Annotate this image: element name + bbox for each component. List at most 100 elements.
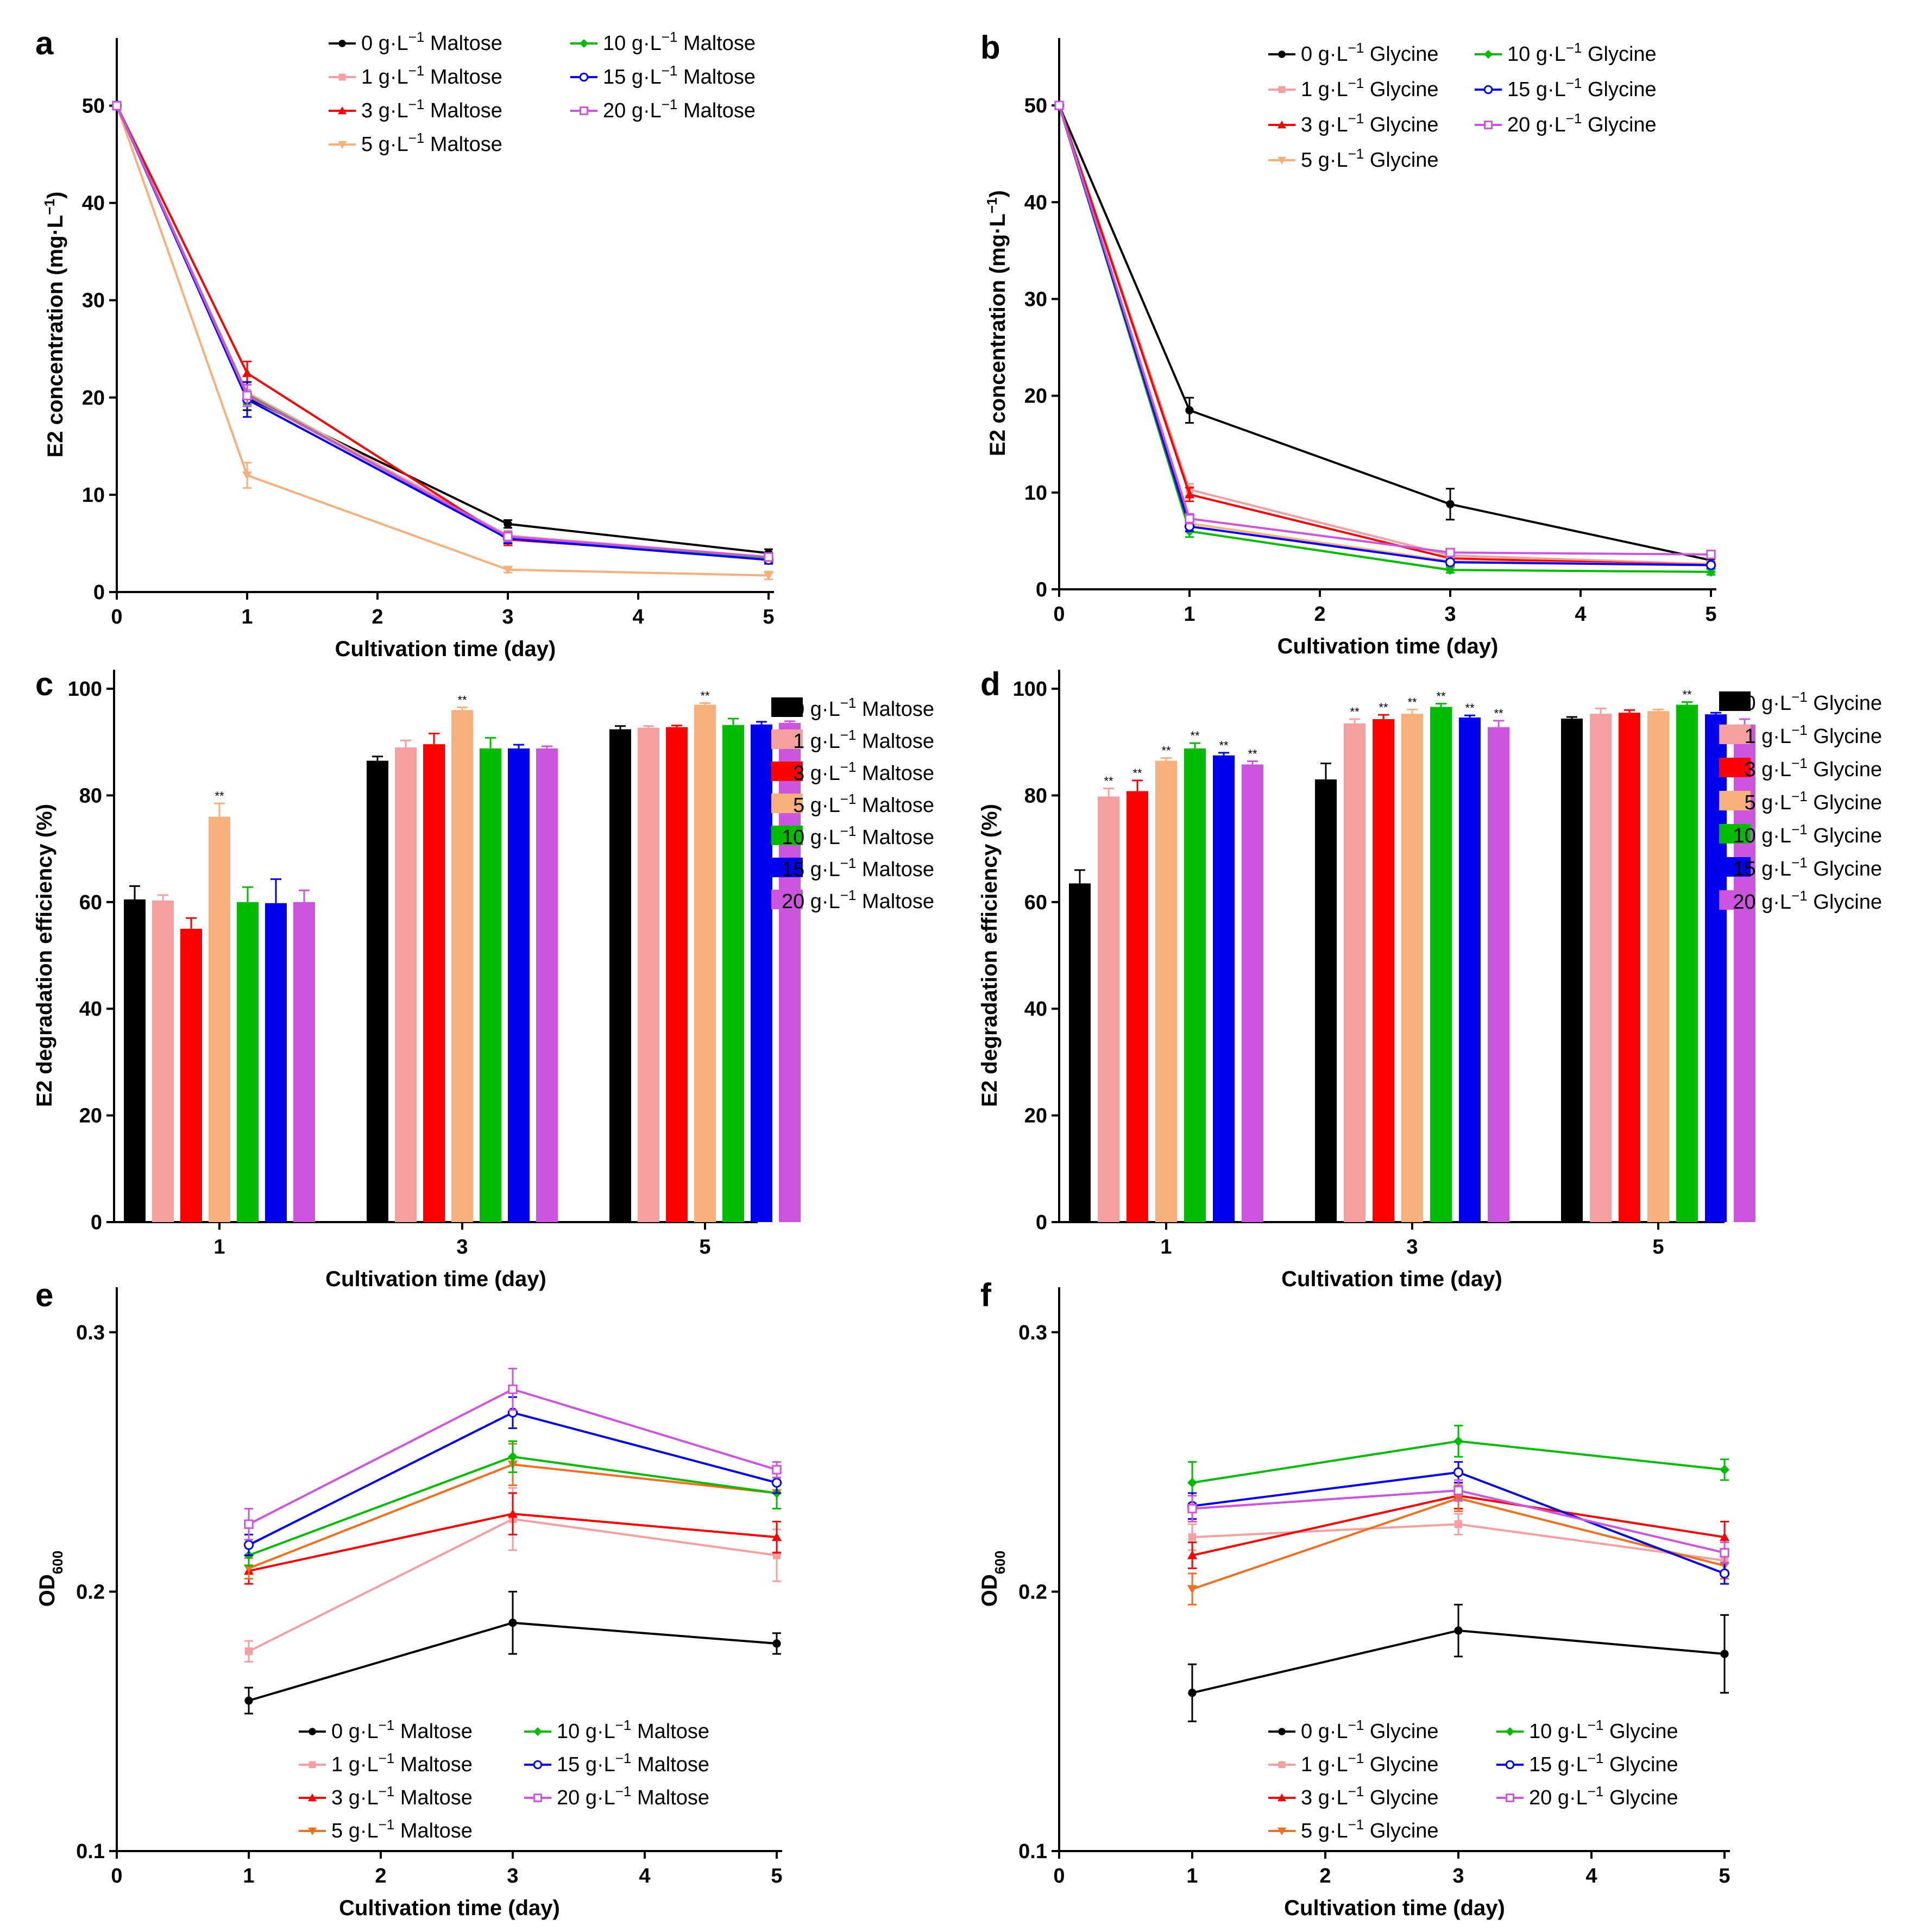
series-line — [1058, 105, 1711, 573]
legend-item: 5 g·L−1 Maltose — [299, 1816, 473, 1842]
significance-mark: ** — [457, 693, 467, 707]
data-point — [772, 1639, 781, 1648]
series-4 — [112, 100, 773, 563]
bar — [1155, 760, 1177, 1222]
legend-label: 15 g·L−1 Maltose — [557, 1750, 709, 1776]
legend-item: 3 g·L−1 Maltose — [329, 96, 502, 122]
y-tick-label: 80 — [79, 784, 102, 807]
bar — [1430, 707, 1452, 1222]
data-point — [1185, 514, 1194, 524]
y-tick-label: 0 — [91, 1211, 102, 1234]
legend-label: 1 g·L−1 Maltose — [793, 727, 934, 753]
legend-item: 20 g·L−1 Glycine — [1475, 110, 1657, 136]
legend-label: 5 g·L−1 Maltose — [361, 130, 502, 156]
legend-marker — [1278, 1761, 1286, 1769]
significance-mark: ** — [1248, 747, 1257, 761]
significance-mark: ** — [1379, 701, 1388, 714]
chart-panel-d: d 0 20 40 60 80 100 E2 degradation efficiency (… — [978, 666, 1882, 1291]
legend-item: 5 g·L−1 Maltose — [329, 130, 502, 156]
x-tick-label: 4 — [1575, 603, 1586, 626]
legend-label: 3 g·L−1 Glycine — [1744, 755, 1882, 781]
legend-item: 20 g·L−1 Glycine — [1719, 888, 1882, 914]
legend-swatch — [771, 858, 803, 877]
legend-label: 1 g·L−1 Maltose — [331, 1750, 473, 1776]
series-6 — [112, 100, 773, 562]
legend-label: 0 g·L−1 Maltose — [793, 695, 934, 721]
data-point — [503, 532, 513, 542]
bar — [1705, 714, 1727, 1222]
legend-marker — [533, 1793, 542, 1802]
legend-label: 3 g·L−1 Maltose — [793, 759, 934, 785]
legend-label: 20 g·L−1 Maltose — [557, 1783, 709, 1809]
legend-label: 15 g·L−1 Maltose — [782, 855, 934, 881]
data-point — [1185, 406, 1194, 415]
legend-marker — [338, 106, 347, 115]
x-axis-title: Cultivation time (day) — [1277, 634, 1499, 658]
bar — [1184, 748, 1206, 1222]
legend: 0 g·L−1 Glycine 1 g·L−1 Glycine 3 g·L−1 Gl… — [1268, 1717, 1678, 1842]
legend-marker — [338, 141, 347, 149]
significance-mark: ** — [1682, 688, 1692, 702]
y-tick-label: 10 — [1024, 482, 1047, 505]
bar — [1373, 719, 1394, 1222]
legend-marker — [338, 40, 346, 47]
legend-label: 20 g·L−1 Glycine — [1507, 110, 1657, 136]
y-tick-label: 60 — [79, 891, 102, 914]
significance-mark: ** — [1350, 705, 1360, 719]
bar — [666, 727, 688, 1222]
data-point — [244, 1564, 254, 1574]
legend-item: 10 g·L−1 Maltose — [570, 29, 756, 55]
legend-item: 1 g·L−1 Maltose — [299, 1750, 473, 1776]
bar — [1647, 711, 1669, 1222]
legend-item: 10 g·L−1 Glycine — [1496, 1717, 1678, 1743]
data-point — [1453, 1467, 1464, 1477]
x-tick-label: 0 — [1053, 603, 1065, 626]
x-tick-label: 2 — [1319, 1865, 1331, 1887]
y-tick-label: 0.2 — [1018, 1581, 1047, 1603]
data-point — [1445, 547, 1455, 557]
legend: 0 g·L−1 Glycine 1 g·L−1 Glycine 3 g·L−1 Gl… — [1719, 689, 1882, 914]
data-point — [772, 1532, 782, 1541]
legend-swatch — [771, 729, 803, 749]
legend-marker — [533, 1727, 542, 1736]
data-point — [1187, 1477, 1197, 1488]
y-axis-title: OD600 — [978, 1551, 1008, 1607]
legend-marker — [308, 1793, 317, 1802]
data-point — [1706, 567, 1716, 577]
data-point — [764, 571, 773, 581]
data-point — [771, 1477, 782, 1488]
legend-item: 3 g·L−1 Glycine — [1268, 110, 1439, 136]
chart-panel-e: e 0.1 0.2 0.3 OD600 Cultivation time (day) 0 1 2… — [35, 1277, 783, 1920]
legend-item: 0 g·L−1 Maltose — [329, 29, 502, 55]
legend-label: 0 g·L−1 Maltose — [331, 1717, 473, 1743]
bar — [1242, 764, 1263, 1222]
panel-label: f — [980, 1277, 992, 1313]
bar — [536, 748, 558, 1222]
bar — [1213, 755, 1235, 1222]
legend-item: 0 g·L−1 Maltose — [299, 1717, 473, 1743]
data-point — [243, 1540, 254, 1550]
significance-mark: ** — [1494, 707, 1503, 720]
data-point — [1720, 1532, 1729, 1541]
significance-mark: ** — [1436, 689, 1446, 703]
legend-item: 20 g·L−1 Glycine — [1496, 1783, 1678, 1809]
x-axis-title: Cultivation time (day) — [1281, 1267, 1502, 1291]
legend-item: 1 g·L−1 Glycine — [1719, 722, 1882, 748]
panel-label: e — [35, 1277, 53, 1313]
legend-item: 5 g·L−1 Glycine — [1268, 1816, 1439, 1842]
legend-item: 5 g·L−1 Glycine — [1719, 788, 1882, 814]
data-point — [772, 1465, 782, 1475]
legend-item: 0 g·L−1 Maltose — [771, 695, 934, 721]
y-axis-title: E2 concentration (mg·L−1) — [984, 190, 1010, 456]
data-point — [508, 1509, 518, 1518]
y-tick-label: 60 — [1024, 891, 1047, 914]
bar — [209, 816, 230, 1222]
panel-label: b — [980, 29, 1000, 66]
x-tick-label: 5 — [763, 606, 774, 628]
significance-mark: ** — [215, 789, 224, 803]
y-tick-label: 0.1 — [76, 1840, 105, 1863]
legend-swatch — [771, 890, 803, 909]
bar — [508, 748, 530, 1222]
legend-item: 1 g·L−1 Maltose — [771, 727, 934, 753]
